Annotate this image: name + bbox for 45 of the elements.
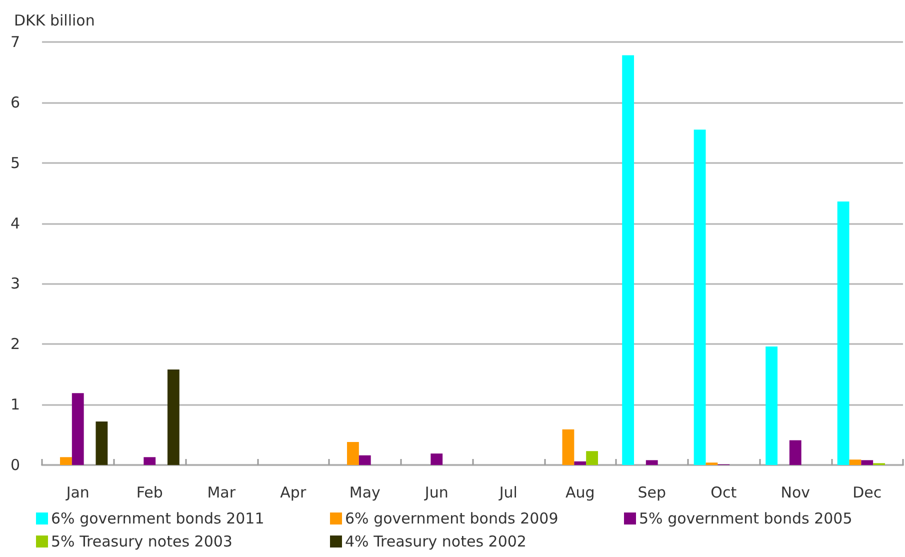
- bar: [60, 457, 72, 465]
- bar: [622, 55, 634, 465]
- x-tick-label: Jun: [424, 484, 448, 502]
- y-tick-label: 1: [10, 396, 20, 414]
- bar: [646, 460, 658, 465]
- bar: [358, 455, 371, 465]
- bar: [167, 370, 180, 465]
- x-tick-label: Mar: [207, 484, 236, 502]
- x-tick-label: Jul: [498, 484, 518, 502]
- y-tick-label: 2: [10, 335, 20, 354]
- x-tick-label: May: [349, 484, 380, 502]
- bar: [586, 451, 598, 465]
- y-axis-title: DKK billion: [14, 12, 95, 30]
- x-tick-label: Apr: [280, 484, 307, 502]
- bar: [347, 442, 359, 465]
- y-tick-label: 0: [10, 456, 20, 474]
- bar: [96, 421, 108, 465]
- x-tick-label: Sep: [638, 484, 666, 502]
- bar: [694, 130, 706, 465]
- x-tick-label: Jan: [65, 484, 90, 502]
- bar: [72, 393, 84, 465]
- x-tick-label: Oct: [710, 484, 737, 502]
- legend-label: 6% government bonds 2009: [345, 510, 558, 528]
- bar: [849, 460, 862, 465]
- legend-label: 5% Treasury notes 2003: [51, 532, 232, 550]
- legend-label: 4% Treasury notes 2002: [345, 532, 526, 550]
- bar: [837, 202, 850, 465]
- bar: [144, 457, 156, 465]
- legend-label: 5% government bonds 2005: [639, 510, 852, 528]
- bar: [574, 461, 586, 465]
- bar: [562, 429, 574, 465]
- y-tick-label: 7: [10, 33, 20, 51]
- y-tick-label: 3: [10, 274, 20, 293]
- bar: [789, 440, 802, 465]
- x-tick-label: Feb: [136, 484, 163, 502]
- y-tick-label: 4: [10, 214, 20, 232]
- bar: [861, 460, 874, 465]
- bar: [430, 454, 443, 465]
- x-tick-label: Nov: [780, 484, 810, 502]
- legend-label: 6% government bonds 2011: [51, 510, 264, 528]
- x-tick-label: Dec: [852, 484, 882, 502]
- y-tick-label: 6: [10, 93, 20, 112]
- y-tick-label: 5: [10, 154, 20, 172]
- bar: [766, 346, 778, 465]
- x-tick-label: Aug: [565, 484, 595, 502]
